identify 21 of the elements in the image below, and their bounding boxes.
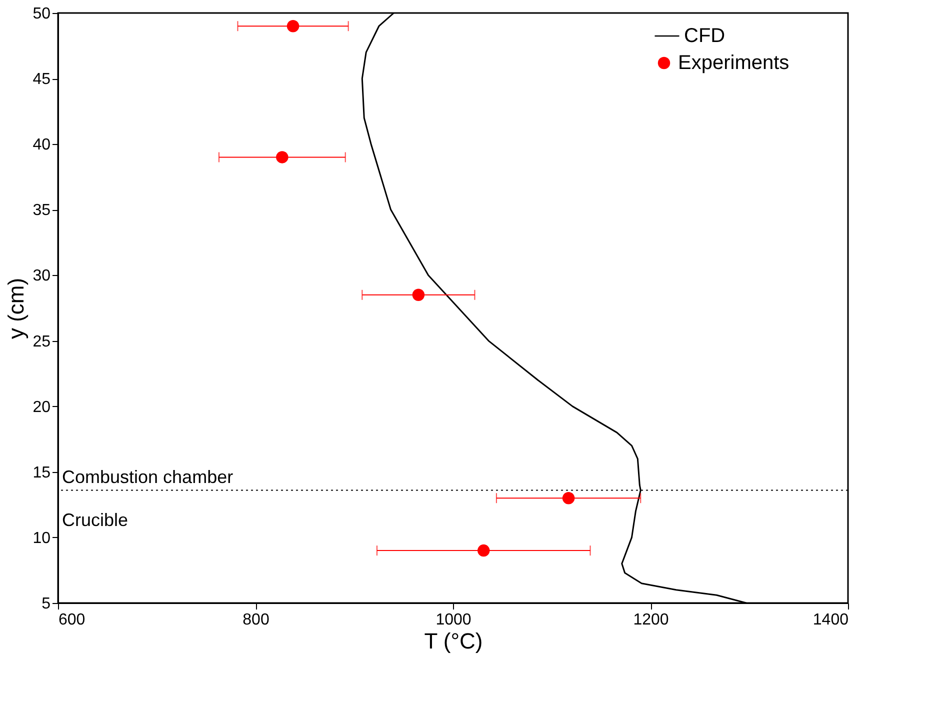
y-tick-label: 25 bbox=[32, 333, 51, 350]
y-tick-label: 50 bbox=[32, 6, 51, 22]
legend-label: CFD bbox=[684, 25, 726, 47]
x-tick-label: 1200 bbox=[633, 612, 669, 628]
x-tick-label: 600 bbox=[58, 612, 86, 628]
x-axis-title: T (°C) bbox=[424, 628, 483, 654]
ref-line-label: Combustion chamber bbox=[62, 467, 234, 488]
y-axis-title: y (cm) bbox=[4, 278, 29, 340]
legend-label: Experiments bbox=[678, 52, 790, 74]
y-tick-label: 5 bbox=[42, 596, 51, 612]
y-tick-label: 45 bbox=[32, 71, 51, 88]
y-tick-label: 40 bbox=[32, 136, 51, 154]
y-tick-label: 30 bbox=[32, 268, 51, 285]
y-tick-label: 15 bbox=[32, 464, 51, 482]
y-tick-label: 10 bbox=[32, 530, 51, 547]
x-tick-label: 1000 bbox=[436, 612, 472, 628]
annotation: Crucible bbox=[62, 510, 128, 530]
x-tick-label: 1400 bbox=[812, 612, 849, 628]
y-tick-label: 20 bbox=[32, 398, 51, 416]
x-tick-label: 800 bbox=[242, 612, 270, 628]
y-tick-label: 35 bbox=[32, 202, 51, 220]
